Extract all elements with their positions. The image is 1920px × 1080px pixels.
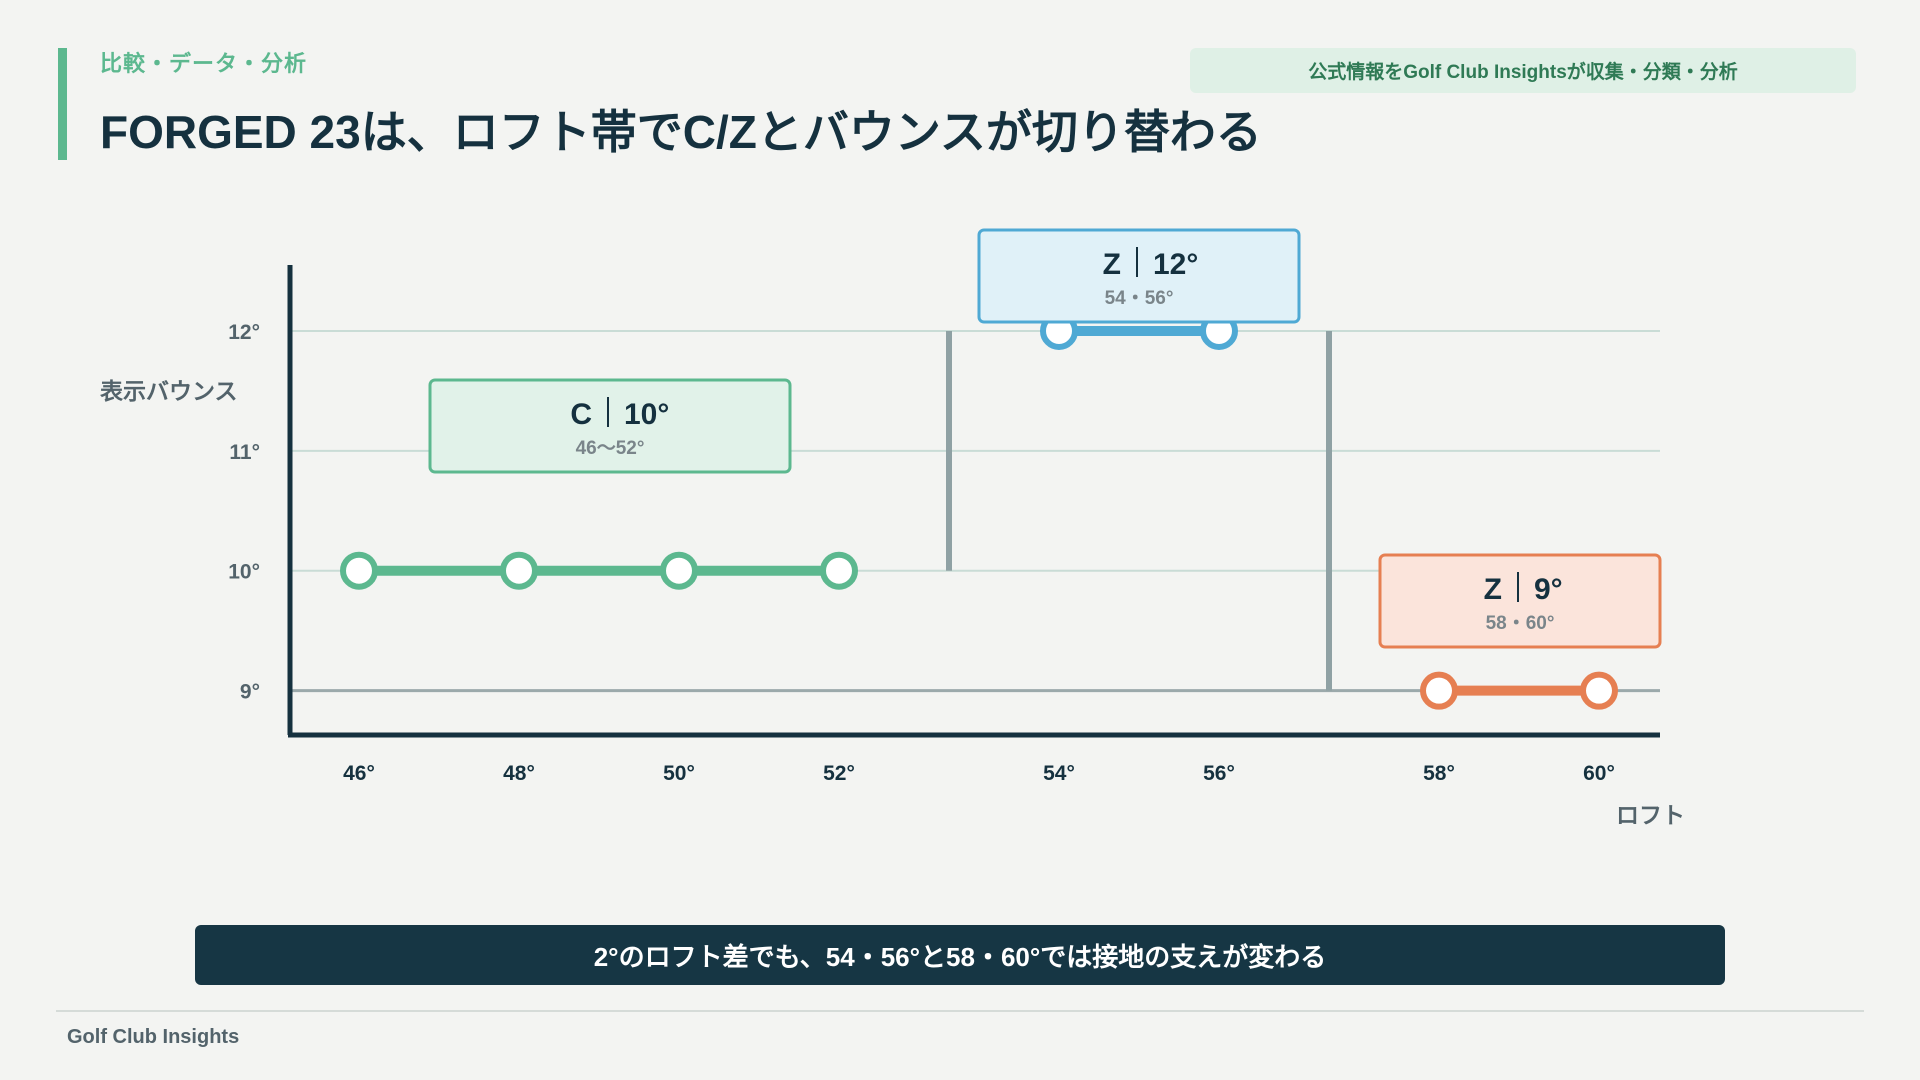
x-tick-label: 48° <box>503 762 535 785</box>
callout-grind: Z <box>1484 573 1502 606</box>
data-point <box>660 551 698 590</box>
x-tick-label: 50° <box>663 762 695 785</box>
series-callout-box <box>428 378 792 474</box>
callout-loft-range: 58・60° <box>1486 613 1555 634</box>
x-tick-label: 60° <box>1583 762 1615 785</box>
page-title: FORGED 23は、ロフト帯でC/Zとバウンスが切り替わる <box>100 106 1262 158</box>
callout-grind: Z <box>1103 248 1121 281</box>
callout-bounce: 10° <box>624 398 669 431</box>
data-point <box>500 551 538 590</box>
data-point <box>820 551 858 590</box>
x-tick-label: 58° <box>1423 762 1455 785</box>
series-callout-box <box>1378 553 1662 649</box>
callout-bounce: 12° <box>1153 248 1198 281</box>
x-tick-label: 52° <box>823 762 855 785</box>
y-tick-label: 10° <box>228 561 260 584</box>
x-tick-label: 56° <box>1203 762 1235 785</box>
y-tick-label: 11° <box>229 441 260 464</box>
callout-grind: C <box>570 398 592 431</box>
y-axis-title: 表示バウンス <box>100 378 238 404</box>
x-tick-label: 54° <box>1043 762 1075 785</box>
bounce-chart: 9° 10° 11° 12° 46° 48° 50° 52° 54° 56° 58° 60° 表示バウン… <box>100 228 1685 828</box>
data-point <box>340 551 378 590</box>
x-tick-label: 46° <box>343 762 375 785</box>
source-badge: 公式情報をGolf Club Insightsが収集・分類・分析 <box>1190 48 1856 93</box>
accent-bar <box>58 48 67 160</box>
series-callout-box <box>977 228 1301 324</box>
callout-loft-range: 46〜52° <box>576 438 645 459</box>
data-point <box>1580 671 1618 710</box>
y-tick-label: 12° <box>228 321 260 344</box>
y-tick-label: 9° <box>240 681 260 704</box>
callout-loft-range: 54・56° <box>1105 288 1174 309</box>
footer-brand: Golf Club Insights <box>67 1026 240 1048</box>
footer-divider <box>56 1010 1864 1012</box>
data-point <box>1420 671 1458 710</box>
kicker: 比較・データ・分析 <box>100 51 308 76</box>
callout-bounce: 9° <box>1534 573 1563 606</box>
x-axis-title: ロフト <box>1616 802 1685 828</box>
takeaway-banner: 2°のロフト差でも、54・56°と58・60°では接地の支えが変わる <box>195 925 1725 985</box>
